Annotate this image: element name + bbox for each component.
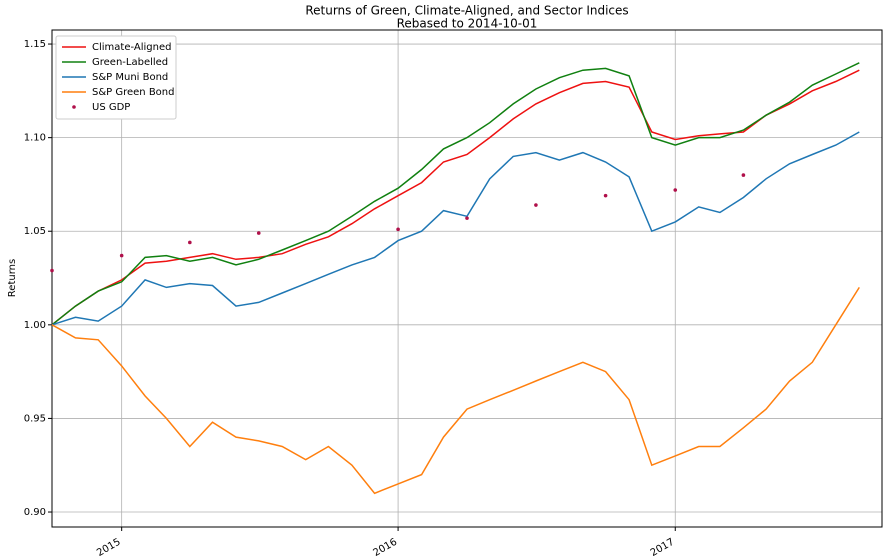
chart-title: Returns of Green, Climate-Aligned, and S…	[305, 4, 628, 18]
x-tick-label: 2017	[649, 537, 677, 556]
legend-marker	[72, 105, 76, 109]
y-axis-label: Returns	[7, 259, 18, 297]
y-tick-label: 1.10	[24, 133, 46, 144]
y-tick-label: 1.15	[24, 39, 46, 50]
legend-label: Climate-Aligned	[92, 42, 171, 53]
legend-label: US GDP	[92, 102, 130, 113]
data-point	[50, 268, 54, 273]
chart-subtitle: Rebased to 2014-10-01	[397, 17, 538, 31]
series-line	[51, 131, 860, 326]
data-point	[603, 193, 608, 198]
data-point	[256, 231, 261, 235]
data-point	[673, 188, 678, 192]
data-point	[534, 203, 538, 207]
y-tick-label: 1.05	[24, 226, 46, 237]
data-point	[396, 227, 400, 232]
legend-label: S&P Green Bond	[92, 87, 174, 98]
data-point	[465, 216, 469, 220]
x-tick-label: 2015	[95, 537, 123, 556]
data-point	[741, 173, 746, 177]
series-line	[51, 69, 860, 326]
series-line	[51, 62, 860, 326]
legend-box	[55, 35, 177, 120]
series-line	[51, 287, 860, 495]
data-point	[119, 253, 124, 258]
y-tick-label: 1.00	[24, 320, 46, 331]
plot-frame	[51, 29, 883, 528]
legend-label: Green-Labelled	[92, 57, 168, 68]
legend-label: S&P Muni Bond	[92, 72, 168, 83]
y-tick-label: 0.95	[24, 413, 46, 424]
y-tick-label: 0.90	[24, 507, 46, 518]
x-tick-label: 2016	[372, 537, 400, 556]
data-point	[188, 240, 192, 245]
